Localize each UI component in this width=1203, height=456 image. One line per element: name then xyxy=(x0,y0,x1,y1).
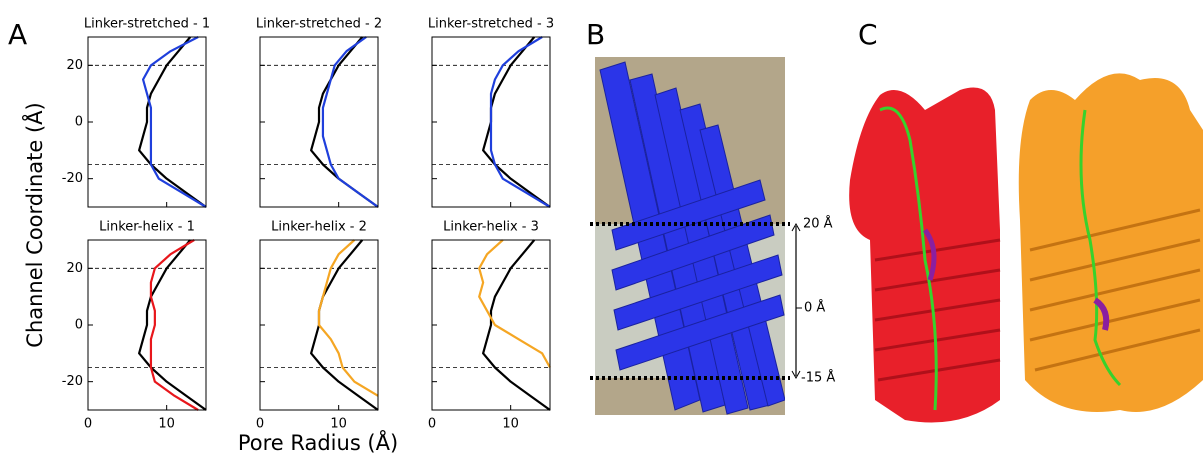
series-line xyxy=(138,36,207,208)
series-line xyxy=(141,36,207,208)
series-line xyxy=(138,239,207,411)
panel-label: B xyxy=(586,18,605,51)
series-line xyxy=(310,239,379,411)
chart-title: Linker-stretched - 2 xyxy=(256,17,382,32)
chart-title: Linker-stretched - 3 xyxy=(428,17,554,32)
membrane-label: -15 Å xyxy=(801,370,835,386)
plot-frame xyxy=(259,36,379,208)
membrane-label: 0 Å xyxy=(804,300,825,316)
membrane-image xyxy=(595,57,785,415)
y-tick-label: 0 xyxy=(75,115,83,130)
plot-frame xyxy=(87,36,207,208)
membrane-label: 20 Å xyxy=(803,216,833,232)
y-tick-label: -20 xyxy=(62,171,83,186)
panel-label: C xyxy=(858,18,878,51)
red-barrel-image xyxy=(849,87,1001,423)
orange-barrel-image xyxy=(1018,73,1203,413)
plot-frame xyxy=(87,239,207,411)
series-line xyxy=(310,36,379,208)
y-tick-label: 20 xyxy=(66,58,83,73)
series-line xyxy=(478,239,551,369)
y-tick-label: -20 xyxy=(62,374,83,389)
plot-frame xyxy=(431,36,551,208)
x-tick-label: 10 xyxy=(158,417,175,432)
x-tick-label: 0 xyxy=(256,417,264,432)
chart-title: Linker-helix - 1 xyxy=(99,220,195,235)
series-line xyxy=(317,239,379,397)
series-line xyxy=(482,239,551,411)
x-tick-label: 10 xyxy=(502,417,519,432)
chart-title: Linker-helix - 2 xyxy=(271,220,367,235)
chart-title: Linker-helix - 3 xyxy=(443,220,539,235)
y-tick-label: 20 xyxy=(66,261,83,276)
y-tick-label: 0 xyxy=(75,318,83,333)
x-tick-label: 10 xyxy=(330,417,347,432)
plot-frame xyxy=(259,239,379,411)
x-tick-label: 0 xyxy=(428,417,436,432)
arrow-heads xyxy=(791,222,801,380)
y-axis-label: Channel Coordinate (Å) xyxy=(21,102,47,347)
chart-title: Linker-stretched - 1 xyxy=(84,17,210,32)
panel-label: A xyxy=(8,18,27,51)
x-tick-label: 0 xyxy=(84,417,92,432)
series-line xyxy=(149,239,199,411)
series-line xyxy=(489,36,551,208)
plot-frame xyxy=(431,239,551,411)
series-line xyxy=(482,36,551,208)
series-line xyxy=(321,36,379,208)
x-axis-label: Pore Radius (Å) xyxy=(238,429,398,455)
